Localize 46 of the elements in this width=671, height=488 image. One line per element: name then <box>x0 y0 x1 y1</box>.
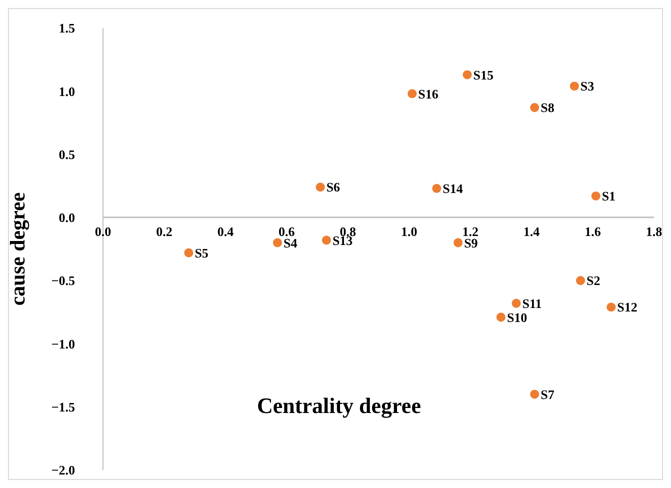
point <box>496 312 506 322</box>
annotation: S15 <box>473 67 494 82</box>
point <box>591 191 600 200</box>
point <box>530 103 540 112</box>
x-tick-label: 1.8 <box>646 224 663 239</box>
y-tick-label: 1.5 <box>58 20 76 36</box>
x-tick-label: 1.0 <box>400 224 418 239</box>
x-tick-label: 1.4 <box>523 224 540 239</box>
annotation: S5 <box>194 245 209 260</box>
annotation: S10 <box>506 310 528 325</box>
point <box>454 238 463 248</box>
y-tick-label: 0.0 <box>58 210 75 226</box>
annotation: S6 <box>326 180 341 195</box>
point <box>530 390 540 399</box>
point <box>184 248 194 258</box>
annotation: S11 <box>522 296 542 311</box>
annotation: S3 <box>580 78 595 94</box>
point <box>408 89 417 98</box>
annotation: S12 <box>617 300 638 315</box>
annotation: S1 <box>602 188 616 204</box>
point <box>570 82 579 91</box>
y-tick-label: −0.5 <box>51 273 76 288</box>
x-axis-title: Centrality degree <box>256 393 422 419</box>
point <box>576 276 586 286</box>
point <box>512 298 521 308</box>
annotation: S16 <box>418 86 439 102</box>
x-tick-label: 0.0 <box>94 224 112 239</box>
y-tick-label: −2.0 <box>51 462 75 478</box>
annotation: S8 <box>540 100 555 116</box>
point <box>272 238 282 248</box>
point <box>432 184 442 193</box>
annotation: S14 <box>442 181 464 196</box>
point <box>316 182 325 192</box>
annotation: S2 <box>586 273 600 288</box>
point <box>606 302 616 312</box>
y-tick-label: 0.5 <box>58 146 76 162</box>
x-tick-label: 0.4 <box>217 224 234 239</box>
point <box>462 70 472 80</box>
annotation: S7 <box>540 386 555 402</box>
x-tick-label: 0.2 <box>156 224 172 239</box>
y-tick-label: −1.0 <box>51 336 75 352</box>
point <box>322 236 331 245</box>
x-tick-label: 1.6 <box>584 224 602 239</box>
y-tick-label: 1.0 <box>58 84 75 99</box>
y-axis-title: cause degree <box>5 192 30 306</box>
y-tick-label: −1.5 <box>51 399 76 414</box>
